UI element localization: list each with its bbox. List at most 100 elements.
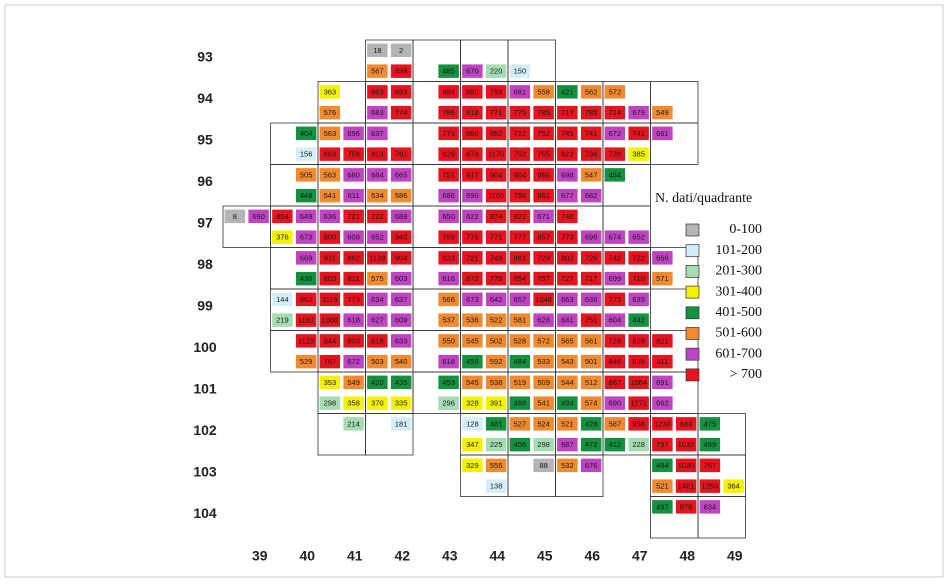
cell-value: 829 bbox=[442, 150, 455, 159]
cell-value: 770 bbox=[490, 274, 503, 283]
cell-value: 741 bbox=[632, 129, 645, 138]
cell-value: 785 bbox=[585, 108, 598, 117]
cell-value: 534 bbox=[371, 191, 384, 200]
cell-value: 420 bbox=[371, 378, 384, 387]
cell-value: 679 bbox=[632, 108, 645, 117]
cell-value: 861 bbox=[514, 253, 527, 262]
cell-value: 1119 bbox=[322, 295, 338, 304]
legend-swatch bbox=[686, 328, 699, 340]
cell-value: 699 bbox=[609, 274, 622, 283]
cell-value: 225 bbox=[490, 440, 503, 449]
cell-value: 776 bbox=[466, 233, 479, 242]
column-label: 43 bbox=[442, 548, 458, 564]
cell-value: 798 bbox=[514, 191, 527, 200]
legend-swatch bbox=[686, 224, 699, 236]
cell-value: 803 bbox=[347, 336, 360, 345]
cell-value: 682 bbox=[585, 191, 598, 200]
cell-value: 1064 bbox=[630, 378, 647, 387]
cell-value: 533 bbox=[537, 357, 550, 366]
cell-value: 855 bbox=[632, 357, 645, 366]
cell-value: 592 bbox=[490, 357, 503, 366]
cell-value: 818 bbox=[371, 336, 384, 345]
cell-value: 823 bbox=[442, 253, 455, 262]
cell-value: 543 bbox=[561, 357, 574, 366]
cell-value: 773 bbox=[561, 233, 574, 242]
column-label: 48 bbox=[679, 548, 695, 564]
cell-value: 581 bbox=[514, 316, 527, 325]
column-label: 41 bbox=[347, 548, 363, 564]
cell-value: 503 bbox=[371, 357, 384, 366]
cell-value: 501 bbox=[585, 357, 598, 366]
cell-value: 691 bbox=[656, 378, 669, 387]
cell-value: 627 bbox=[371, 316, 384, 325]
cell-value: 800 bbox=[324, 233, 337, 242]
cell-value: 616 bbox=[442, 274, 455, 283]
cell-value: 687 bbox=[561, 440, 574, 449]
cell-value: 741 bbox=[585, 129, 598, 138]
column-label: 47 bbox=[632, 548, 648, 564]
cell-value: 968 bbox=[537, 170, 550, 179]
legend-swatch bbox=[686, 245, 699, 257]
cell-value: 428 bbox=[585, 419, 598, 428]
cell-value: 773 bbox=[347, 295, 360, 304]
cell-value: 521 bbox=[656, 482, 669, 491]
cell-value: 572 bbox=[609, 87, 622, 96]
cell-value: 844 bbox=[680, 419, 693, 428]
cell-value: 917 bbox=[466, 170, 479, 179]
cell-value: 829 bbox=[632, 336, 645, 345]
cell-value: 690 bbox=[252, 212, 265, 221]
cell-value: 874 bbox=[490, 212, 503, 221]
cell-value: 652 bbox=[632, 233, 645, 242]
cell-value: 636 bbox=[585, 295, 598, 304]
cell-value: 904 bbox=[514, 170, 527, 179]
column-label: 40 bbox=[299, 548, 315, 564]
cell-value: 757 bbox=[537, 274, 550, 283]
cell-value: 680 bbox=[347, 170, 360, 179]
cell-value: 674 bbox=[609, 233, 622, 242]
cell-value: 642 bbox=[490, 295, 503, 304]
cell-value: 774 bbox=[395, 108, 408, 117]
legend-label: 301-400 bbox=[715, 284, 762, 299]
cell-value: 663 bbox=[561, 295, 574, 304]
cell-value: 746 bbox=[561, 212, 574, 221]
cell-value: 537 bbox=[442, 316, 455, 325]
cell-value: 219 bbox=[276, 316, 289, 325]
cell-value: 641 bbox=[561, 316, 574, 325]
legend-label: > 700 bbox=[730, 367, 762, 382]
cell-value: 771 bbox=[490, 108, 503, 117]
cell-value: 575 bbox=[371, 274, 384, 283]
cell-value: 1181 bbox=[298, 316, 314, 325]
cell-value: 822 bbox=[514, 212, 527, 221]
row-label: 98 bbox=[197, 256, 213, 272]
cell-value: 505 bbox=[300, 170, 313, 179]
cell-value: 494 bbox=[656, 461, 669, 470]
cell-value: 861 bbox=[537, 191, 550, 200]
cell-value: 785 bbox=[537, 108, 550, 117]
column-label: 39 bbox=[252, 548, 268, 564]
cell-value: 755 bbox=[537, 150, 550, 159]
cell-value: 838 bbox=[395, 67, 408, 76]
cell-value: 618 bbox=[442, 357, 455, 366]
column-label: 49 bbox=[727, 548, 743, 564]
cell-value: 298 bbox=[324, 399, 337, 408]
cell-value: 728 bbox=[609, 150, 622, 159]
cell-value: 637 bbox=[371, 129, 384, 138]
cell-value: 767 bbox=[704, 461, 717, 470]
cell-value: 797 bbox=[656, 440, 669, 449]
cell-value: 587 bbox=[609, 419, 622, 428]
cell-value: 958 bbox=[632, 419, 645, 428]
legend-label: 601-700 bbox=[715, 346, 762, 361]
cell-value: 634 bbox=[704, 502, 717, 511]
cell-value: 904 bbox=[395, 253, 408, 262]
row-label: 93 bbox=[197, 48, 213, 64]
cell-value: 298 bbox=[537, 440, 550, 449]
cell-value: 385 bbox=[632, 150, 645, 159]
column-label: 44 bbox=[489, 548, 505, 564]
cell-value: 442 bbox=[632, 316, 645, 325]
cell-value: 636 bbox=[324, 212, 337, 221]
cell-value: 1128 bbox=[369, 253, 385, 262]
cell-value: 662 bbox=[656, 399, 669, 408]
cell-value: 512 bbox=[585, 378, 598, 387]
cell-value: 475 bbox=[704, 419, 717, 428]
cell-value: 862 bbox=[347, 253, 360, 262]
